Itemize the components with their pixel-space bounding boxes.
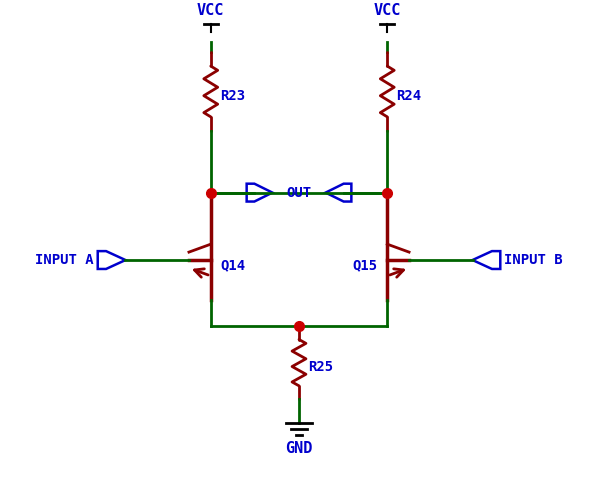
Text: GND: GND	[286, 442, 313, 457]
Text: INPUT B: INPUT B	[504, 253, 563, 267]
Text: R24: R24	[396, 89, 421, 103]
Text: INPUT A: INPUT A	[35, 253, 94, 267]
Text: Q14: Q14	[221, 258, 246, 272]
Text: VCC: VCC	[374, 3, 401, 18]
Text: R25: R25	[308, 360, 333, 374]
Text: VCC: VCC	[197, 3, 224, 18]
Text: OUT: OUT	[286, 186, 311, 200]
Text: Q15: Q15	[352, 258, 377, 272]
Text: R23: R23	[220, 89, 245, 103]
